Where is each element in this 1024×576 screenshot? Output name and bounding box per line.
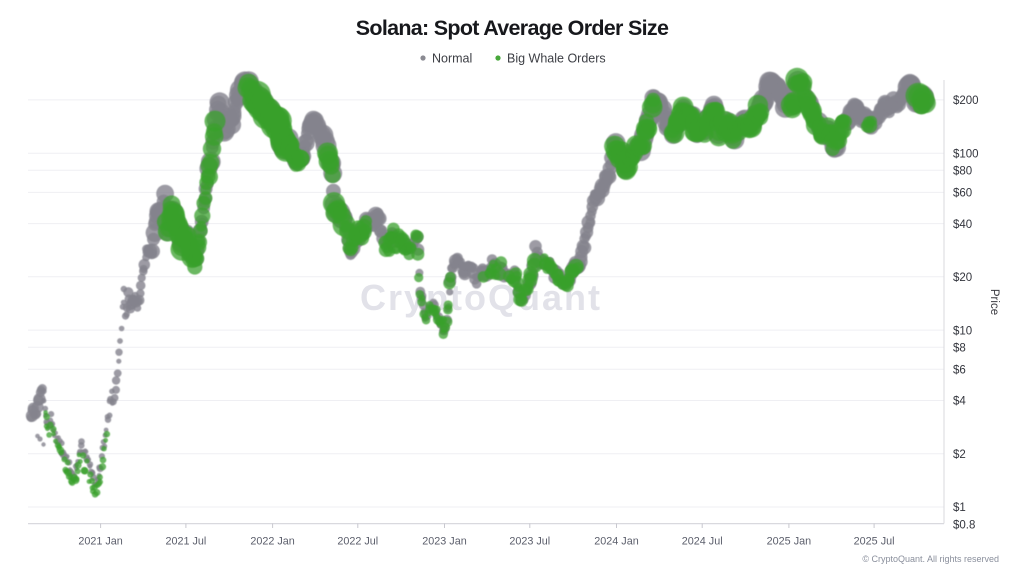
svg-text:$200: $200 (953, 95, 979, 107)
svg-text:$20: $20 (953, 272, 972, 284)
svg-text:2022 Jan: 2022 Jan (250, 536, 294, 548)
svg-text:Big Whale Orders: Big Whale Orders (507, 52, 606, 66)
svg-text:2025 Jul: 2025 Jul (854, 536, 895, 548)
svg-text:$8: $8 (953, 342, 966, 354)
svg-text:$60: $60 (953, 188, 972, 200)
svg-text:$80: $80 (953, 166, 972, 178)
svg-text:$2: $2 (953, 449, 966, 461)
svg-text:$10: $10 (953, 325, 972, 337)
svg-text:$0.8: $0.8 (953, 519, 975, 531)
svg-text:$1: $1 (953, 502, 966, 514)
svg-text:2022 Jul: 2022 Jul (337, 536, 378, 548)
svg-text:2021 Jan: 2021 Jan (78, 536, 122, 548)
svg-text:$100: $100 (953, 148, 979, 160)
svg-text:$40: $40 (953, 219, 972, 231)
svg-text:2021 Jul: 2021 Jul (165, 536, 206, 548)
svg-text:2025 Jan: 2025 Jan (767, 536, 811, 548)
svg-text:2024 Jul: 2024 Jul (682, 536, 723, 548)
svg-text:$6: $6 (953, 365, 966, 377)
svg-text:Normal: Normal (432, 52, 472, 66)
svg-text:Price: Price (988, 289, 1000, 315)
svg-text:2023 Jul: 2023 Jul (509, 536, 550, 548)
svg-text:© CryptoQuant. All rights rese: © CryptoQuant. All rights reserved (862, 554, 999, 564)
svg-text:$4: $4 (953, 396, 966, 408)
svg-text:2024 Jan: 2024 Jan (594, 536, 638, 548)
svg-text:2023 Jan: 2023 Jan (422, 536, 466, 548)
svg-text:Solana: Spot Average Order Siz: Solana: Spot Average Order Size (356, 16, 669, 40)
